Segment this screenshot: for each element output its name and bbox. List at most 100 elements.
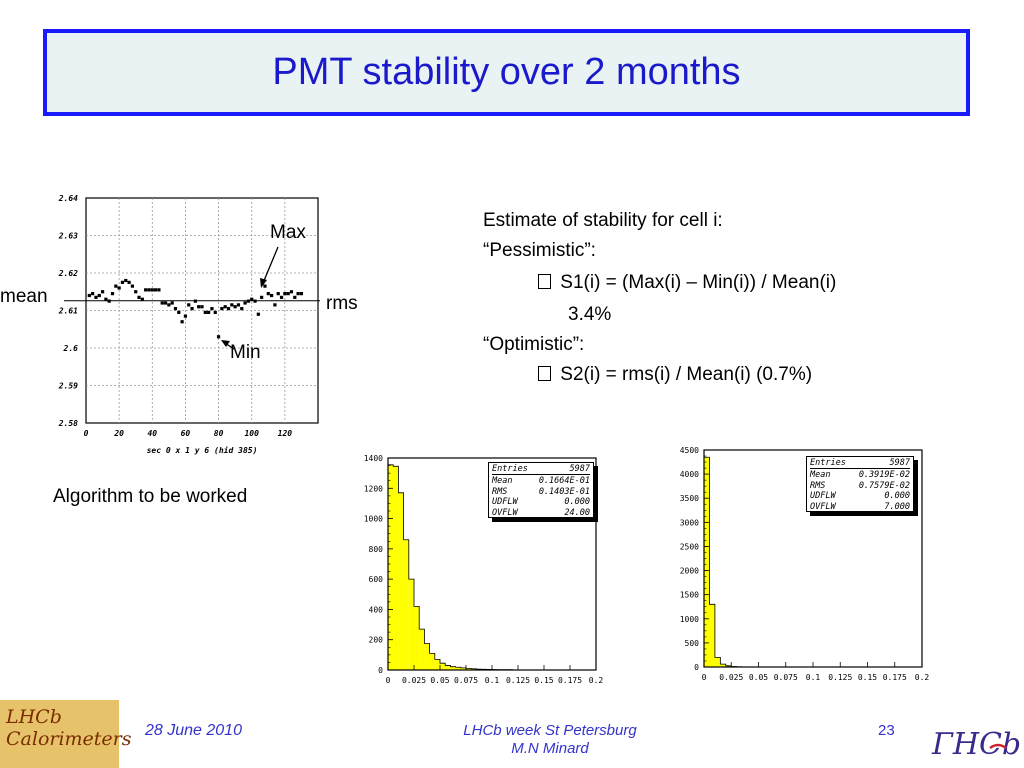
max-label: Max [270, 222, 306, 243]
hist1-bar [429, 653, 435, 670]
hist2-bar [720, 664, 726, 667]
histogram-1: 0 200 400 600 800 1000 1200 1400 0 0.025 0.05 0.075… [364, 454, 604, 685]
lhcb-calorimeters-logo: LHCb Calorimeters [0, 700, 132, 768]
stats1-label-4: OVFLW [492, 507, 518, 518]
scatter-point [160, 301, 164, 305]
hist1-bar [424, 643, 430, 670]
scatter-point [154, 288, 158, 292]
stats-box-1: Entries 5987 Mean 0.1664E-01 RMS 0.1403E-01… [488, 462, 594, 518]
stats2-label-3: UDFLW [810, 491, 836, 502]
scatter-point [170, 301, 174, 305]
stats2-value-0: 5987 [889, 458, 910, 468]
scatter-point [97, 293, 101, 298]
scatter-point [203, 310, 207, 314]
scatter-point [91, 292, 95, 296]
hist1-y-tick-label: 1000 [364, 515, 383, 524]
stats1-value-3: 0.000 [564, 497, 590, 508]
scatter-point [230, 303, 234, 307]
stats2-value-3: 0.000 [884, 491, 910, 502]
scatter-point [266, 292, 270, 296]
scatter-point [283, 292, 287, 296]
scatter-point [293, 295, 297, 299]
hist1-y-tick-label: 0 [378, 666, 383, 675]
page-number: 23 [878, 722, 895, 739]
logo-line-2: Calorimeters [6, 728, 132, 750]
stats1-label-3: UDFLW [492, 497, 518, 508]
hist2-y-tick-label: 2000 [680, 567, 699, 576]
max-arrowhead [260, 278, 267, 288]
page-title: PMT stability over 2 months [272, 51, 741, 93]
hist2-y-tick-label: 3500 [680, 494, 699, 503]
scatter-point [246, 299, 250, 303]
scatter-point [299, 292, 304, 296]
y-tick-label: 2.59 [58, 382, 78, 391]
hist1-x-tick-label: 0.15 [534, 676, 553, 685]
y-tick-label: 2.61 [58, 307, 78, 316]
y-tick-label: 2.58 [58, 419, 78, 428]
stats2-value-4: 7.000 [884, 501, 910, 512]
scatter-point [273, 303, 277, 307]
hist1-x-tick-label: 0.05 [430, 676, 449, 685]
scatter-point [157, 288, 161, 292]
scatter-point [216, 335, 221, 339]
estimate-line-1: Estimate of stability for cell i: [483, 210, 723, 231]
hist1-y-tick-label: 800 [369, 545, 384, 554]
hist1-y-tick-label: 600 [369, 575, 384, 584]
footer-author: M.N Minard [511, 740, 589, 757]
scatter-point [147, 288, 151, 292]
hist1-bar [393, 466, 399, 670]
scatter-point [134, 290, 138, 294]
stats2-label-1: Mean [810, 470, 831, 481]
scatter-point [207, 310, 211, 314]
scatter-point [223, 305, 227, 309]
x-tick-label: 40 [147, 429, 157, 438]
scatter-point [120, 280, 125, 284]
lhcb-logo-text: ΓHCb [931, 727, 1021, 762]
hist2-x-tick-label: 0.075 [774, 673, 798, 682]
scatter-point [197, 305, 201, 309]
hist1-x-tick-label: 0.025 [402, 676, 426, 685]
stats1-value-0: 5987 [569, 464, 590, 474]
scatter-point [114, 284, 118, 288]
scatter-point [220, 307, 224, 311]
estimate-line-3: S1(i) = (Max(i) – Min(i)) / Mean(i) [555, 272, 837, 293]
algorithm-note: Algorithm to be worked [53, 486, 248, 507]
hist2-y-tick-label: 4500 [680, 446, 699, 455]
title-box: PMT stability over 2 months [43, 29, 970, 116]
hist1-bar [403, 539, 409, 670]
hist1-bar [471, 668, 477, 670]
hist1-bar [398, 492, 404, 670]
footer-date: 28 June 2010 [145, 722, 242, 739]
hist2-x-tick-label: 0.025 [719, 673, 743, 682]
histogram-2: 0 500 1000 1500 2000 2500 3000 3500 4000 4500 0 0.0… [680, 446, 930, 682]
y-tick-label: 2.62 [58, 269, 78, 278]
x-tick-label: 20 [113, 429, 124, 438]
scatter-point [144, 288, 148, 292]
scatter-point [236, 303, 241, 307]
hist1-x-tick-label: 0.175 [558, 676, 582, 685]
x-tick-label: 80 [214, 429, 224, 438]
hist2-x-tick-label: 0.2 [915, 673, 930, 682]
hist2-y-tick-label: 3000 [680, 518, 699, 527]
estimate-line-4: 3.4% [568, 304, 612, 325]
hist2-y-tick-label: 2500 [680, 542, 699, 551]
x-tick-label: 0 [84, 429, 89, 438]
hist1-x-tick-label: 0.2 [589, 676, 604, 685]
lhcb-logo: ΓHCb [931, 727, 1021, 762]
scatter-point [167, 303, 171, 307]
scatter-point [117, 286, 121, 290]
stats2-value-1: 0.3919E-02 [858, 470, 910, 481]
footer-event: LHCb week St Petersburg [463, 722, 637, 739]
min-arrowhead [221, 340, 230, 347]
y-tick-label: 2.64 [58, 194, 78, 203]
y-tick-label: 2.63 [58, 232, 78, 241]
estimate-line-5: “Optimistic”: [483, 334, 585, 355]
scatter-point [213, 310, 217, 314]
scatter-point [289, 290, 294, 294]
hist1-bar [434, 659, 440, 670]
scatter-point [256, 312, 260, 316]
hist2-x-tick-label: 0.15 [858, 673, 877, 682]
hist1-bar [455, 667, 461, 670]
mean-label: mean [0, 286, 48, 307]
scatter-point [253, 299, 257, 303]
